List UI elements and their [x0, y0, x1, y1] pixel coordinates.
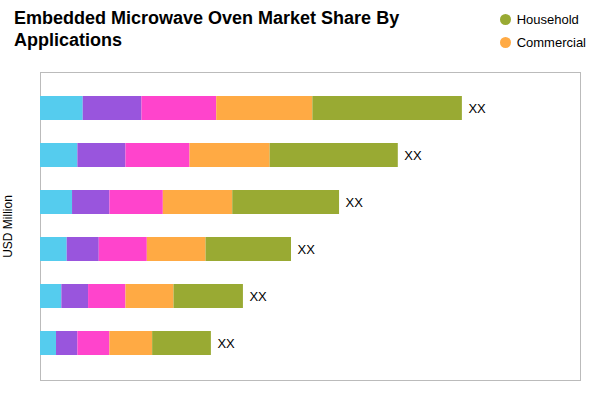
svg-text:XX: XX — [217, 336, 235, 351]
html-text:Commercial: Commercial — [516, 35, 586, 50]
svg-text:XX: XX — [297, 242, 315, 257]
svg-text:XX: XX — [346, 195, 364, 210]
html-text:Household: Household — [516, 12, 579, 27]
svg-text:XX: XX — [249, 289, 267, 304]
svg-text:USD Million: USD Million — [1, 195, 15, 258]
svg-text:XX: XX — [468, 101, 486, 116]
html-text:Embedded Microwave Oven Market: Embedded Microwave Oven Market Share By … — [14, 8, 400, 50]
svg-text:XX: XX — [404, 148, 422, 163]
